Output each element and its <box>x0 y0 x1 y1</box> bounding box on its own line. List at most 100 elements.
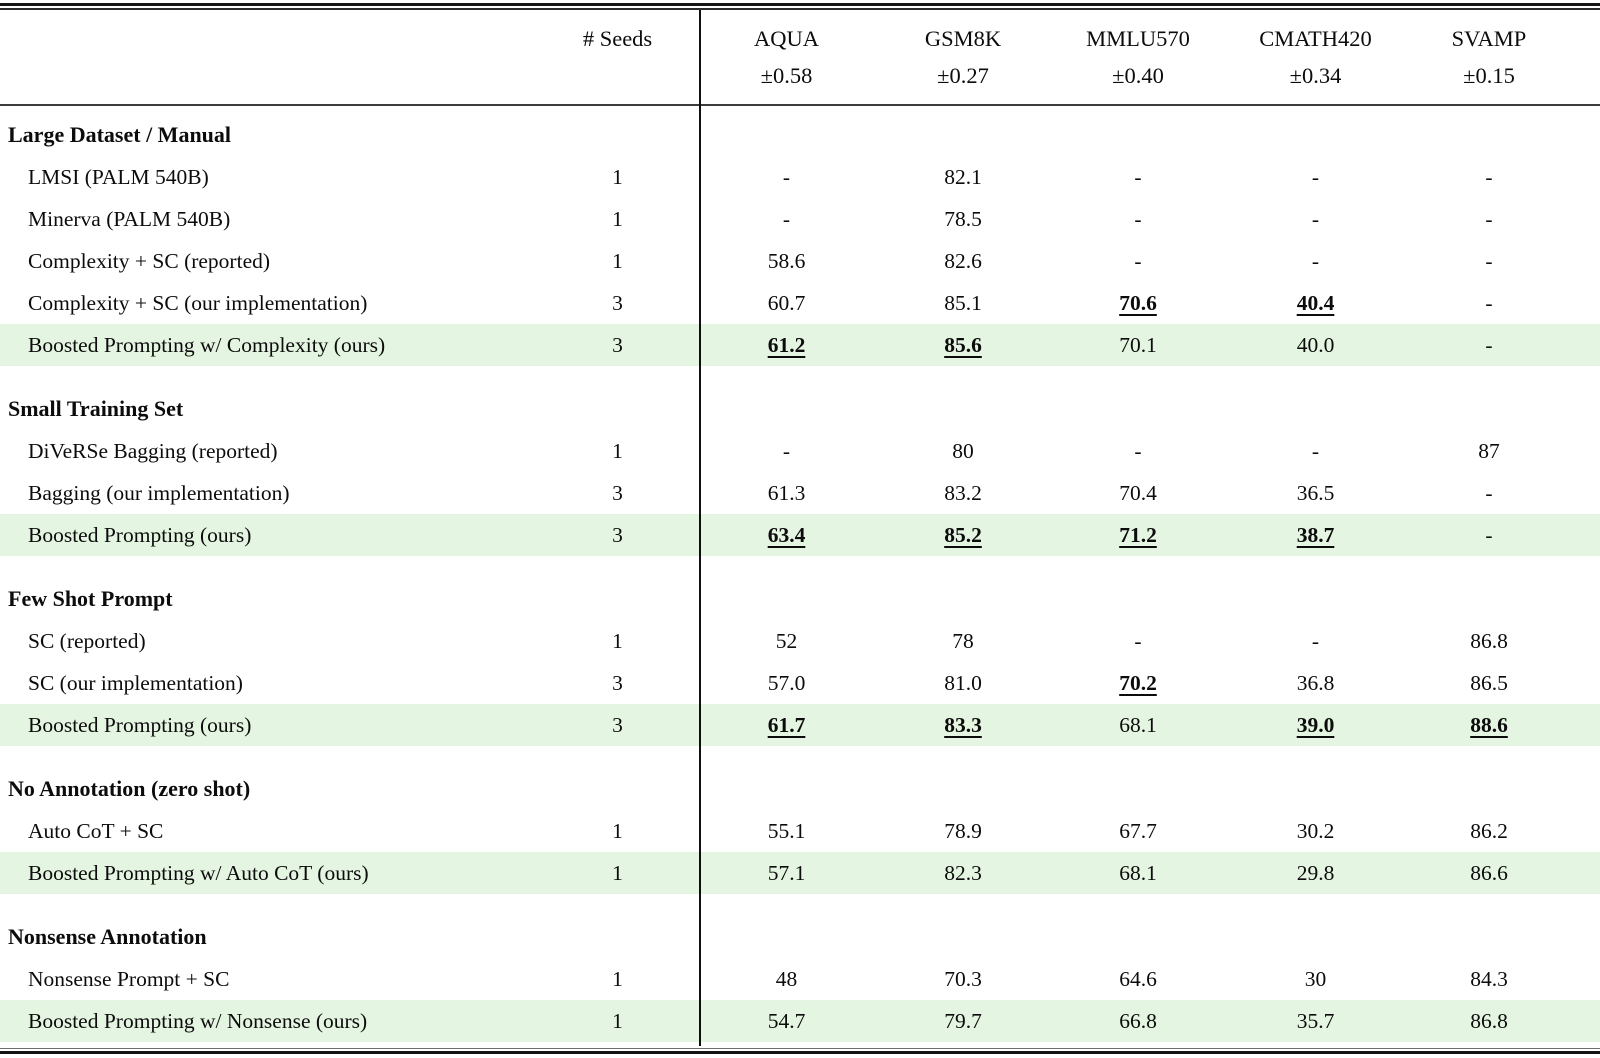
score-value: 82.6 <box>944 248 982 273</box>
top-rule-inner <box>0 8 1600 10</box>
section-title: Small Training Set <box>8 395 184 421</box>
score-value: 54.7 <box>767 1008 806 1033</box>
section-title: No Annotation (zero shot) <box>8 775 251 801</box>
column-std: ±0.34 <box>1289 62 1342 88</box>
score-value: - <box>1134 438 1142 463</box>
score-value: 60.7 <box>767 290 806 315</box>
seeds-value: 3 <box>612 332 623 357</box>
score-value: - <box>1311 206 1320 231</box>
score-value: 55.1 <box>767 818 806 843</box>
score-value: 70.2 <box>1119 670 1157 695</box>
score-value: - <box>782 206 791 231</box>
score-value: - <box>1311 438 1320 463</box>
score-value: 80 <box>952 438 974 463</box>
score-value: 79.7 <box>944 1008 982 1033</box>
table-section: Large Dataset / Manual LMSI (PALM 540B) 1 -… <box>0 114 1600 366</box>
score-value: 36.8 <box>1296 670 1335 695</box>
section-title-row: Nonsense Annotation <box>0 916 1600 958</box>
seeds-column-header: # Seeds <box>582 25 653 51</box>
score-value: - <box>1485 290 1493 315</box>
table-row: Bagging (our implementation) 3 61.3 83.2 70.… <box>0 472 1600 514</box>
score-value: - <box>1311 248 1320 273</box>
score-value: 39.0 <box>1296 712 1335 737</box>
seeds-value: 1 <box>612 1008 623 1033</box>
section-title: Large Dataset / Manual <box>8 121 232 147</box>
seeds-value: 3 <box>612 480 623 505</box>
score-value: 83.3 <box>944 712 982 737</box>
table-row: SC (our implementation) 3 57.0 81.0 70.2 36.8… <box>0 662 1600 704</box>
score-value: 61.2 <box>767 332 806 357</box>
section-title-row: Few Shot Prompt <box>0 578 1600 620</box>
seeds-value: 3 <box>612 670 623 695</box>
table-section: Few Shot Prompt SC (reported) 1 52 78- -86.8 S… <box>0 578 1600 746</box>
score-value: 86.6 <box>1470 860 1508 885</box>
seeds-value: 3 <box>612 712 623 737</box>
row-label: Minerva (PALM 540B) <box>28 206 231 231</box>
empty-header-cell <box>0 10 540 104</box>
row-label: Complexity + SC (reported) <box>28 248 271 273</box>
row-label: DiVeRSe Bagging (reported) <box>28 438 278 463</box>
table-row: SC (reported) 1 52 78 - - 86.8 <box>0 620 1600 662</box>
score-value: 86.8 <box>1470 1008 1508 1033</box>
score-value: - <box>1134 164 1142 189</box>
column-name: CMATH420 <box>1259 25 1372 51</box>
column-header-gsm8k: GSM8K ±0.27 <box>878 10 1048 104</box>
table-row: Boosted Prompting (ours) 3 63.4 85.2 71.2 38.… <box>0 513 1600 556</box>
score-value: 70.4 <box>1119 480 1157 505</box>
score-value: - <box>1311 164 1320 189</box>
column-std: ±0.15 <box>1463 62 1515 88</box>
score-value: 85.1 <box>944 290 982 315</box>
row-label: Boosted Prompting w/ Nonsense (ours) <box>28 1008 368 1033</box>
score-value: 30.2 <box>1296 818 1335 843</box>
row-label: SC (our implementation) <box>28 670 243 695</box>
table-row: Minerva (PALM 540B) 1 - 78.5 - - - <box>0 198 1600 240</box>
column-std: ±0.27 <box>937 62 989 88</box>
row-label: SC (reported) <box>28 628 146 653</box>
section-title-row: Small Training Set <box>0 388 1600 430</box>
score-value: 70.1 <box>1119 332 1157 357</box>
score-value: 61.3 <box>767 480 806 505</box>
row-label: Boosted Prompting (ours) <box>28 522 252 547</box>
table-row: Complexity + SC (our implementation) 3 60.… <box>0 282 1600 324</box>
header-separator-rule <box>0 103 1600 106</box>
score-value: 86.2 <box>1470 818 1508 843</box>
vertical-divider-rule <box>699 10 701 1046</box>
table-row: Complexity + SC (reported) 1 58.6 82.6 - - - <box>0 240 1600 282</box>
score-value: - <box>782 164 791 189</box>
score-value: - <box>1134 206 1142 231</box>
score-value: 82.3 <box>944 860 982 885</box>
score-value: - <box>1485 248 1493 273</box>
seeds-value: 1 <box>612 818 623 843</box>
column-header-mmlu570: MMLU570 ±0.40 <box>1048 10 1228 104</box>
seeds-value: 1 <box>612 966 623 991</box>
table-row: Boosted Prompting w/ Auto CoT (ours) 1 57.… <box>0 851 1600 894</box>
seeds-value: 1 <box>612 628 623 653</box>
score-value: 66.8 <box>1119 1008 1157 1033</box>
table-section: Small Training Set DiVeRSe Bagging (repor… <box>0 388 1600 556</box>
seeds-value: 1 <box>612 248 623 273</box>
section-title-row: No Annotation (zero shot) <box>0 768 1600 810</box>
score-value: 68.1 <box>1119 860 1157 885</box>
table-row: Auto CoT + SC 1 55.1 78.9 67.7 30.2 86.2 <box>0 810 1600 852</box>
score-value: - <box>1485 522 1493 547</box>
score-value: 36.5 <box>1296 480 1335 505</box>
score-value: 81.0 <box>944 670 982 695</box>
score-value: 88.6 <box>1470 712 1508 737</box>
score-value: 57.1 <box>767 860 806 885</box>
score-value: 57.0 <box>767 670 806 695</box>
score-value: - <box>1134 628 1142 653</box>
score-value: 68.1 <box>1119 712 1157 737</box>
score-value: 40.4 <box>1296 290 1335 315</box>
seeds-value: 1 <box>612 438 623 463</box>
column-header-cmath420: CMATH420 ±0.34 <box>1228 10 1403 104</box>
seeds-value: 1 <box>612 164 623 189</box>
score-value: 85.2 <box>944 522 982 547</box>
bottom-rule-inner <box>0 1047 1600 1050</box>
score-value: 67.7 <box>1119 818 1157 843</box>
table-section: No Annotation (zero shot) Auto CoT + SC 1 5… <box>0 768 1600 894</box>
score-value: 78 <box>952 628 974 653</box>
score-value: 48 <box>775 966 798 991</box>
table-row: Nonsense Prompt + SC 1 48 70.3 64.6 30 84.3 <box>0 958 1600 1000</box>
seeds-value: 1 <box>612 860 623 885</box>
table-row: DiVeRSe Bagging (reported) 1 - 80 - - 87 <box>0 430 1600 472</box>
